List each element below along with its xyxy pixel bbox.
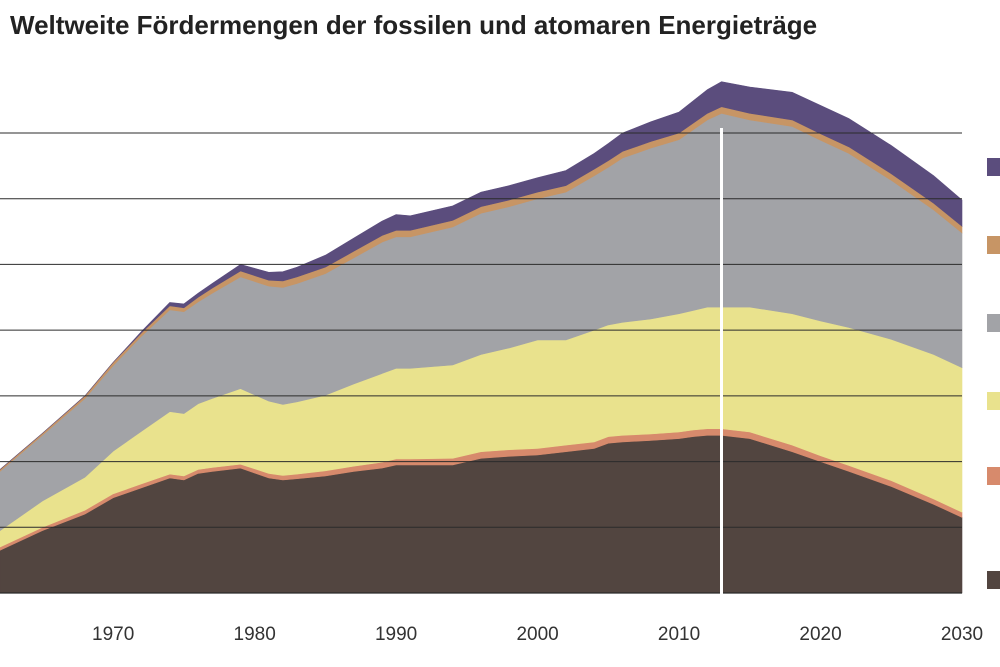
legend-swatch bbox=[987, 158, 1000, 176]
x-tick-label: 1980 bbox=[234, 624, 276, 645]
x-tick-label: 2010 bbox=[658, 624, 700, 645]
legend-swatch bbox=[987, 314, 1000, 332]
legend-swatch bbox=[987, 467, 1000, 485]
legend-swatch bbox=[987, 392, 1000, 410]
x-tick-label: 2020 bbox=[799, 624, 841, 645]
x-tick-label: 1970 bbox=[92, 624, 134, 645]
chart-legend bbox=[987, 158, 1000, 589]
x-axis-ticks: 1970 1980 1990 2000 2010 2020 2030 bbox=[92, 624, 983, 645]
legend-swatch bbox=[987, 236, 1000, 254]
x-tick-label: 2030 bbox=[941, 624, 983, 645]
chart-gridlines bbox=[0, 132, 962, 594]
area-series-6 bbox=[0, 81, 963, 470]
legend-swatch bbox=[987, 571, 1000, 589]
chart-areas bbox=[0, 81, 963, 594]
x-tick-label: 1990 bbox=[375, 624, 417, 645]
x-tick-label: 2000 bbox=[516, 624, 558, 645]
chart-title: Weltweite Fördermengen der fossilen und … bbox=[10, 10, 818, 40]
